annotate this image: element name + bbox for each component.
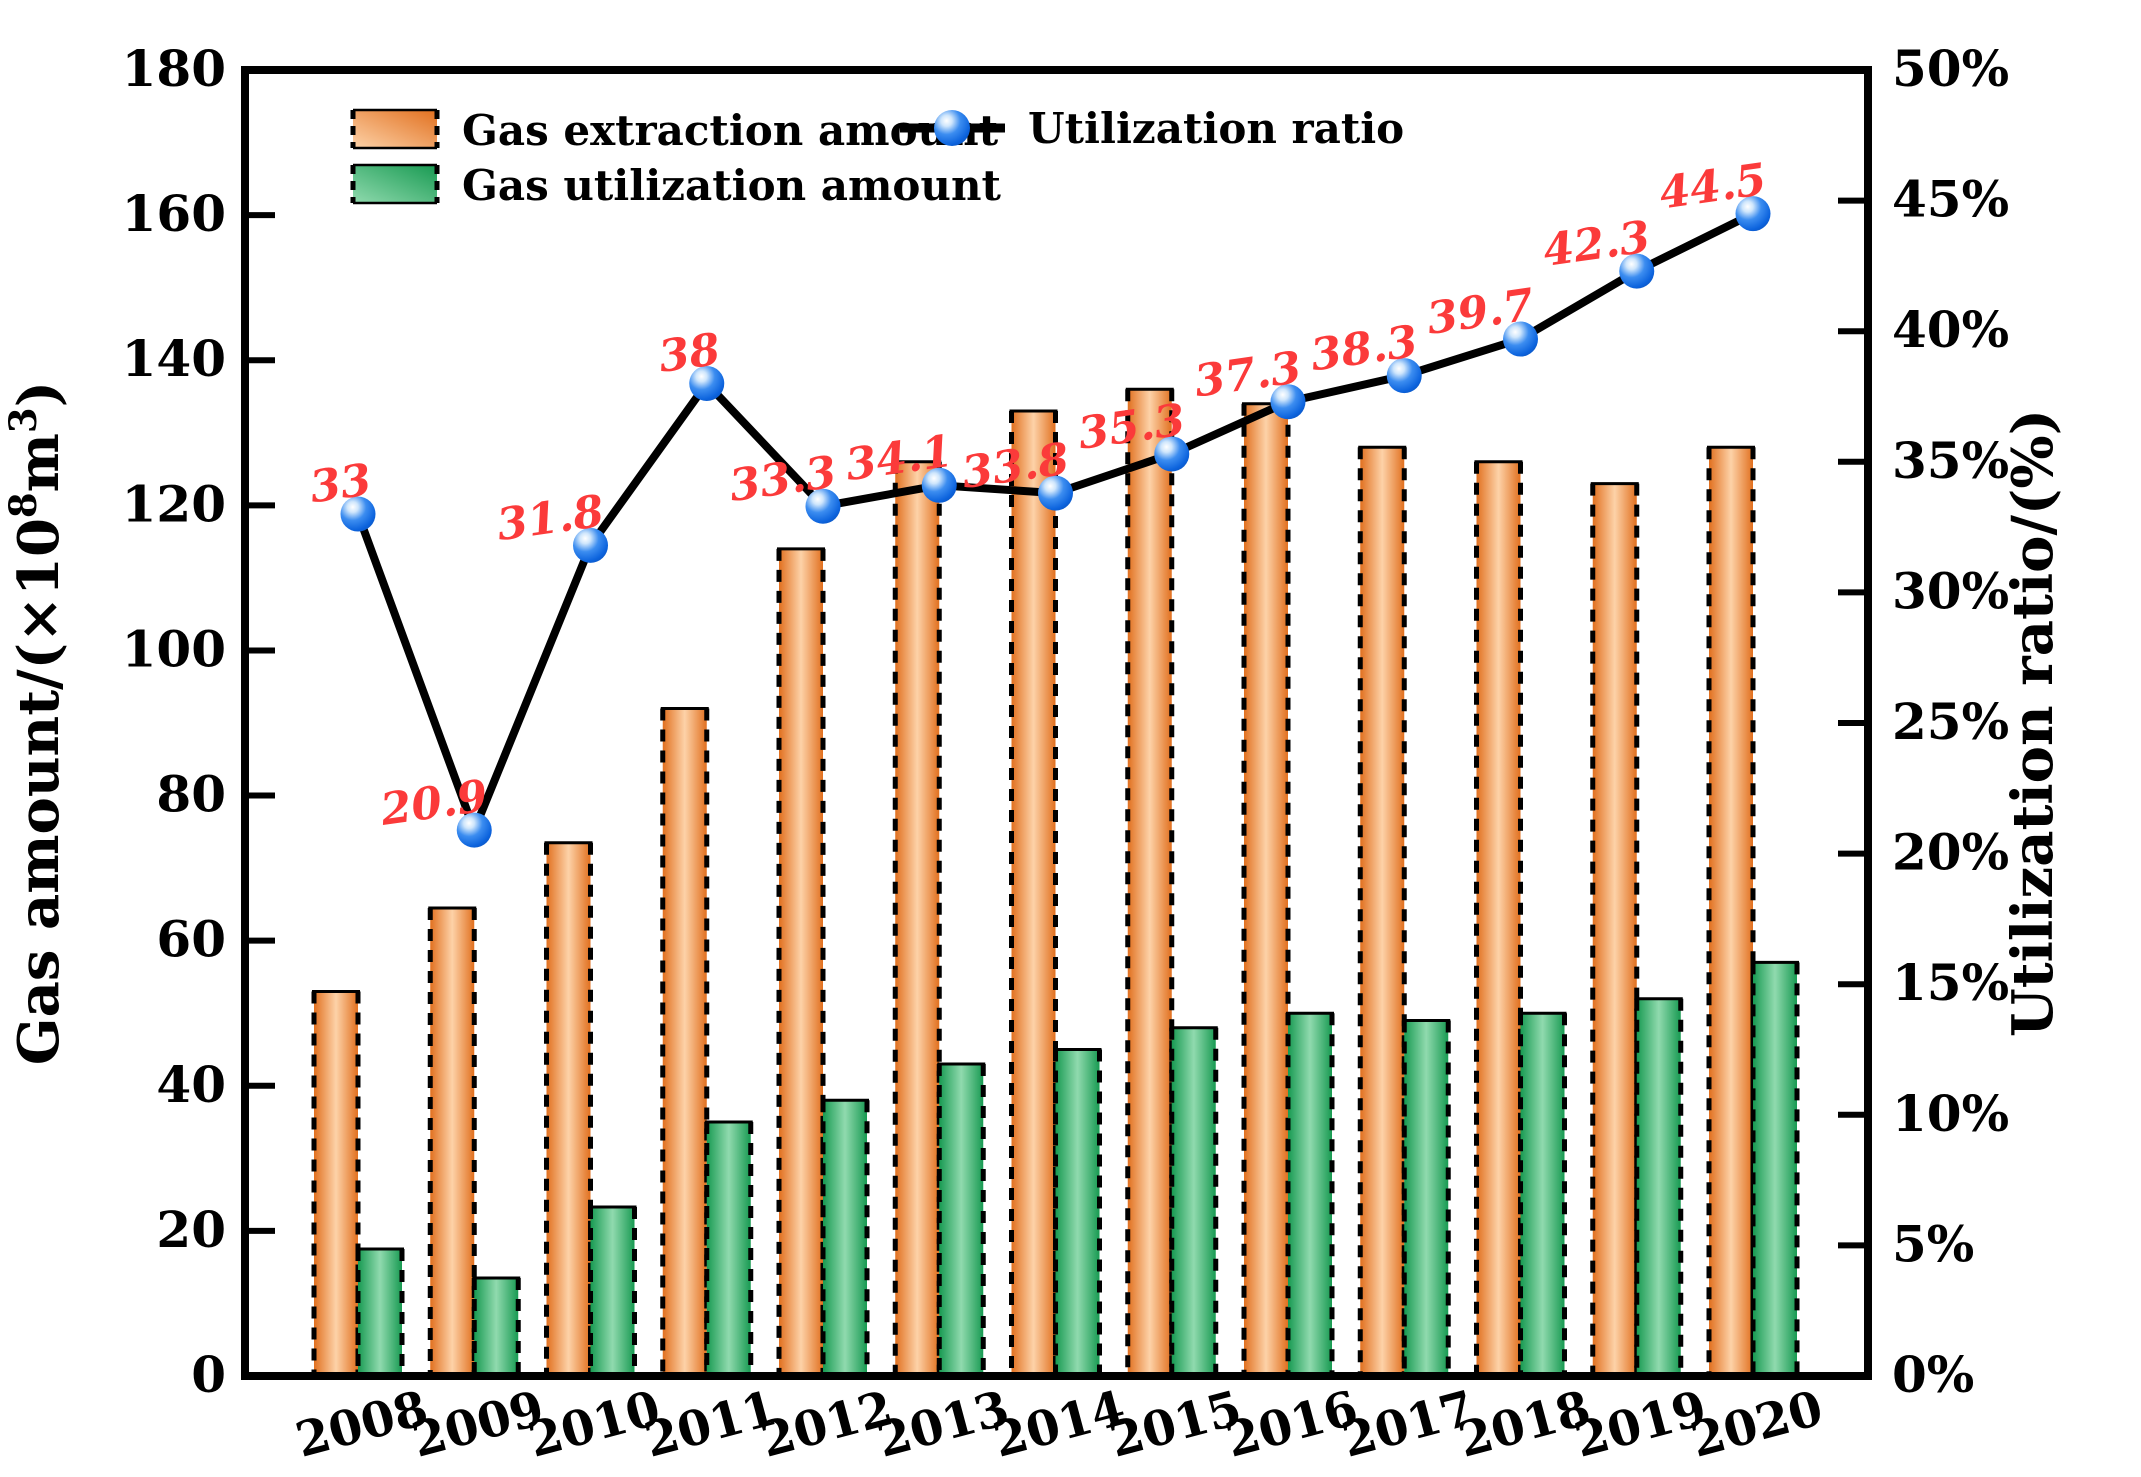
- bar-extraction-2015: [1125, 387, 1175, 1376]
- bar-extraction-2009: [427, 906, 477, 1376]
- year-label-2020: 2020: [1685, 1380, 1829, 1469]
- bar-extraction-2016: [1241, 402, 1291, 1376]
- legend-label-utilization: Gas utilization amount: [462, 161, 1001, 210]
- legend-item-ratio: Utilization ratio: [900, 104, 1404, 153]
- bar-utilization-2020: [1750, 960, 1800, 1376]
- bar-utilization-2015: [1169, 1026, 1219, 1376]
- right-tick-label-15%: 15%: [1892, 953, 2009, 1012]
- ratio-point-2019: [1619, 253, 1655, 289]
- x-axis-year-labels: 2008200920102011201220132014201520162017…: [290, 1380, 1829, 1469]
- legend: Gas extraction amount Gas utilization am…: [350, 104, 1404, 210]
- ratio-point-2016: [1270, 384, 1306, 420]
- ratio-marker-icon: [934, 110, 970, 146]
- ratio-point-2015: [1154, 436, 1190, 472]
- ratio-point-2017: [1386, 358, 1422, 394]
- bar-extraction-2017: [1357, 445, 1407, 1376]
- right-tick-label-40%: 40%: [1892, 300, 2009, 359]
- utilization-swatch-icon: [353, 165, 437, 203]
- bar-utilization-2017: [1401, 1018, 1451, 1376]
- bar-extraction-2008: [311, 989, 361, 1376]
- right-axis-title: Utilization ratio/(%): [2000, 409, 2066, 1037]
- right-tick-label-10%: 10%: [1892, 1084, 2009, 1143]
- left-tick-label-180: 180: [122, 39, 226, 98]
- left-tick-label-80: 80: [156, 765, 226, 824]
- bar-utilization-2011: [704, 1120, 754, 1376]
- ratio-point-2018: [1503, 321, 1538, 357]
- ratio-point-2013: [921, 467, 957, 503]
- bar-series-group: [311, 387, 1800, 1377]
- bar-extraction-2019: [1590, 482, 1640, 1377]
- bar-extraction-2012: [776, 547, 826, 1376]
- bar-extraction-2018: [1474, 460, 1523, 1376]
- legend-label-ratio: Utilization ratio: [1028, 104, 1404, 153]
- right-tick-label-25%: 25%: [1892, 692, 2009, 751]
- ratio-point-2014: [1038, 475, 1073, 511]
- left-tick-label-160: 160: [122, 184, 226, 243]
- bar-utilization-2018: [1518, 1011, 1567, 1376]
- right-tick-label-20%: 20%: [1892, 823, 2009, 882]
- ratio-value-label-2008: 33: [307, 454, 375, 513]
- bar-utilization-2010: [588, 1205, 637, 1376]
- ratio-point-2010: [573, 527, 608, 563]
- left-tick-label-0: 0: [191, 1345, 226, 1404]
- bar-utilization-2008: [355, 1247, 405, 1376]
- left-tick-label-20: 20: [156, 1200, 226, 1259]
- bar-extraction-2011: [660, 706, 710, 1376]
- ratio-point-2020: [1735, 196, 1771, 232]
- left-tick-label-100: 100: [122, 619, 226, 678]
- left-tick-label-140: 140: [122, 329, 226, 388]
- bar-utilization-2019: [1634, 997, 1684, 1376]
- bar-utilization-2014: [1053, 1048, 1102, 1376]
- bar-utilization-2012: [820, 1098, 870, 1376]
- right-tick-label-35%: 35%: [1892, 431, 2009, 490]
- ratio-line-group: [340, 196, 1771, 848]
- right-tick-label-50%: 50%: [1892, 39, 2009, 98]
- ratio-point-2012: [805, 488, 841, 524]
- left-tick-label-120: 120: [122, 474, 226, 533]
- ratio-point-2011: [689, 365, 725, 401]
- bar-utilization-2016: [1285, 1011, 1335, 1376]
- plot-frame-and-ticks: [241, 66, 1872, 1380]
- bar-extraction-2013: [892, 460, 942, 1376]
- bar-utilization-2009: [471, 1276, 521, 1376]
- left-axis-title: Gas amount/(×108m3): [1, 381, 72, 1065]
- ratio-point-2008: [340, 496, 376, 532]
- bar-extraction-2010: [544, 841, 593, 1376]
- right-tick-label-30%: 30%: [1892, 561, 2009, 620]
- bar-extraction-2020: [1706, 445, 1756, 1376]
- right-tick-label-45%: 45%: [1892, 170, 2009, 229]
- ratio-value-label-2011: 38: [656, 324, 724, 383]
- left-tick-label-40: 40: [156, 1055, 226, 1114]
- right-tick-label-5%: 5%: [1892, 1214, 1974, 1273]
- axis-tick-labels: 0 20 40 60 80 100 120 140 160 180 0% 5% 10% 15% 20% 25%…: [122, 39, 2009, 1404]
- bar-extraction-2014: [1009, 409, 1058, 1376]
- legend-item-utilization: Gas utilization amount: [350, 161, 1001, 210]
- right-tick-label-0%: 0%: [1892, 1345, 1974, 1404]
- bar-utilization-2013: [936, 1062, 986, 1376]
- extraction-swatch-icon: [353, 110, 437, 148]
- ratio-point-2009: [456, 812, 492, 848]
- left-tick-label-60: 60: [156, 910, 226, 969]
